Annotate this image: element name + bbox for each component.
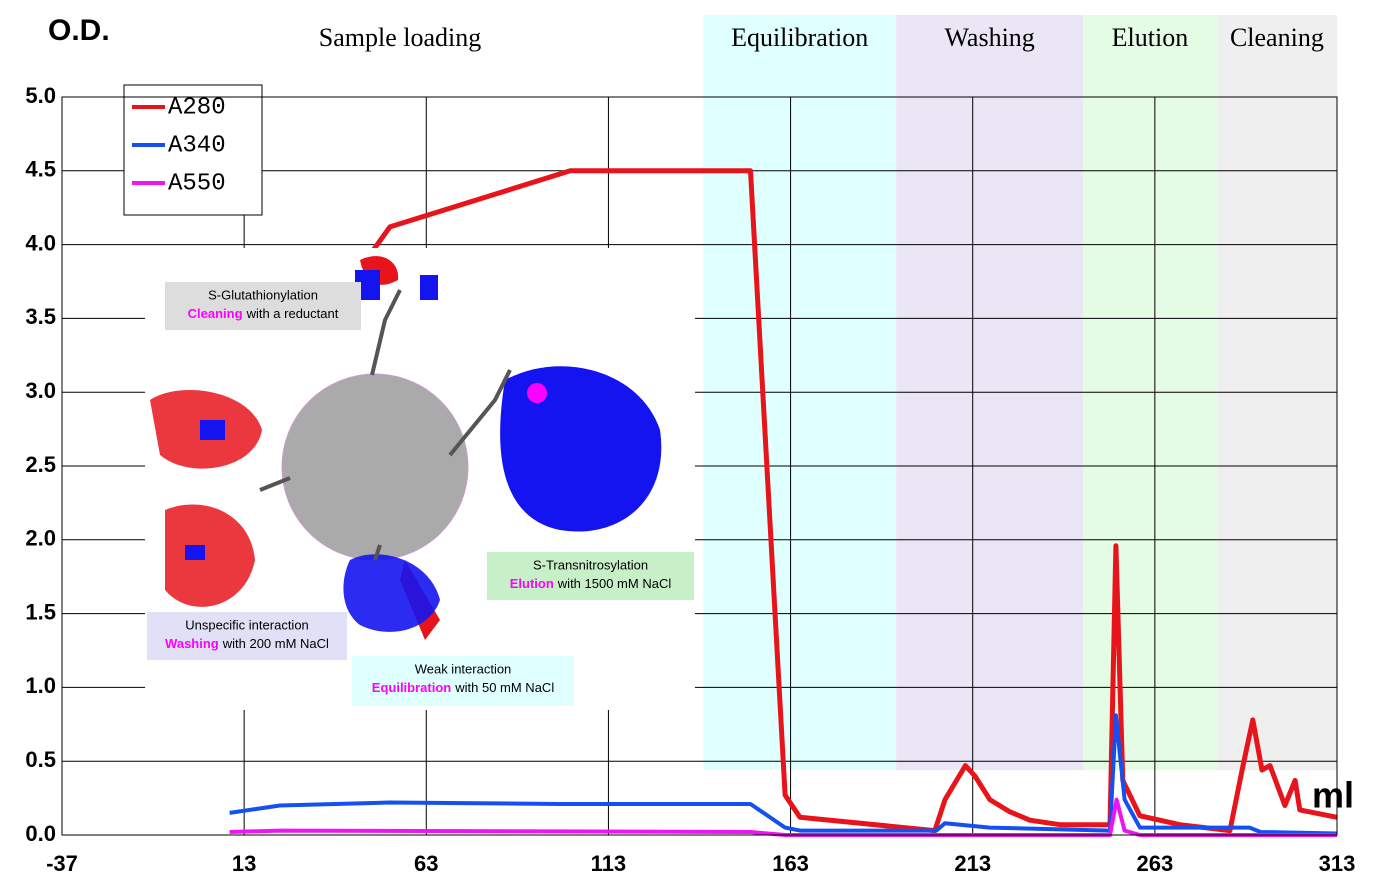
x-tick-label: 263 [1136,851,1173,876]
annotation-title: S-Glutathionylation [208,287,318,302]
phase-label: Sample loading [319,23,481,52]
y-tick-label: 2.0 [25,526,56,551]
page: {"chart_data":{"type":"line","y_label":"… [0,0,1379,893]
phase-name: Elution [510,576,554,591]
y-axis-label: O.D. [48,14,110,47]
phase-detail: with 50 mM NaCl [454,680,554,695]
legend-label: A340 [168,132,226,159]
y-tick-label: 1.0 [25,673,56,698]
phase-detail: with 1500 mM NaCl [557,576,672,591]
annotation-title: Weak interaction [415,661,512,676]
legend: A280 A340 A550 [124,85,262,215]
phase-detail: with 200 mM NaCl [222,636,329,651]
phase-detail: with a reductant [246,306,339,321]
x-axis-label: ml [1312,775,1354,816]
x-tick-label: -37 [46,851,78,876]
phase-name: Equilibration [372,680,452,695]
y-tick-label: 3.0 [25,378,56,403]
y-tick-label: 0.5 [25,747,56,772]
y-tick-label: 0.0 [25,821,56,846]
phase-name: Cleaning [188,306,243,321]
x-tick-label: 13 [232,851,256,876]
y-tick-label: 2.5 [25,452,56,477]
bead [282,374,468,560]
phase-label: Elution [1112,23,1189,52]
chart: Equilibration Washing Elution Cleaning 0.0 0.… [0,0,1379,888]
phase-label: Equilibration [731,23,868,52]
phase-label: Washing [944,23,1034,52]
x-tick-label: 213 [954,851,991,876]
y-tick-label: 3.5 [25,304,56,329]
x-tick-label: 63 [414,851,438,876]
legend-label: A280 [168,94,226,121]
annotation-title: S-Transnitrosylation [533,557,648,572]
y-tick-label: 1.5 [25,599,56,624]
y-tick-label: 4.0 [25,230,56,255]
x-tick-label: 113 [591,851,627,876]
y-tick-label: 4.5 [25,157,56,182]
phase-name: Washing [165,636,219,651]
series-line [230,800,1337,835]
legend-label: A550 [168,170,226,197]
x-tick-label: 313 [1319,851,1356,876]
phase-label: Cleaning [1230,23,1324,52]
annotation-title: Unspecific interaction [185,617,309,632]
y-tick-label: 5.0 [25,83,56,108]
marker [527,383,547,403]
x-tick-label: 163 [772,851,809,876]
